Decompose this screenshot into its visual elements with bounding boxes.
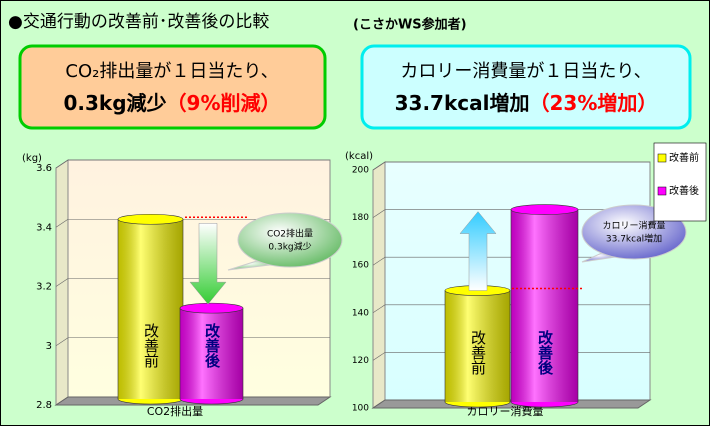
subtitle: (こさかWS参加者) — [353, 17, 467, 33]
bar-label: 改善前 — [469, 330, 487, 376]
bar-label: 改善前 — [142, 323, 160, 369]
x-axis-label: カロリー消費量 — [467, 404, 544, 418]
summary-box — [18, 44, 327, 130]
y-tick-label: 3.4 — [36, 222, 52, 233]
summary-line: CO₂排出量が１日当たり、 — [65, 61, 278, 82]
side-wall — [372, 161, 386, 409]
callout-text: 33.7kcal増加 — [606, 233, 662, 245]
tick-mark — [372, 161, 386, 171]
bar-top — [179, 302, 244, 314]
summary-result: 0.3kg減少（9%削減） — [63, 91, 280, 115]
change-arrow — [189, 223, 227, 305]
callout-bubble — [237, 212, 343, 268]
y-tick-label: 3.2 — [36, 282, 52, 293]
tick-mark — [55, 219, 69, 228]
y-tick-label: 2.8 — [36, 400, 52, 411]
tick-mark — [372, 399, 386, 409]
y-tick-label: 180 — [352, 213, 369, 223]
summary-line: カロリー消費量が１日当たり、 — [400, 61, 651, 82]
tick-mark — [55, 396, 69, 406]
tick-mark — [372, 209, 386, 218]
tick-mark — [372, 256, 386, 266]
tick-mark — [55, 159, 69, 169]
legend-swatch — [657, 186, 667, 196]
bar-shade — [118, 219, 183, 399]
y-tick-label: 200 — [352, 166, 369, 176]
y-tick-label: 120 — [352, 356, 369, 366]
bar-label: 改善後 — [536, 329, 554, 376]
axis-unit: (kg) — [22, 153, 42, 164]
bar-outline — [179, 308, 244, 399]
legend-swatch — [657, 153, 667, 163]
bar-outline — [444, 290, 511, 402]
summary-change: （9%削減） — [167, 91, 281, 115]
bar — [117, 213, 184, 405]
tick-mark — [372, 352, 386, 361]
bar-outline — [510, 209, 579, 402]
summary-box — [360, 44, 692, 130]
bar-top — [510, 204, 579, 215]
summary-change: （23%増加） — [529, 91, 657, 115]
bar-shade — [511, 209, 578, 402]
tick-mark — [55, 337, 69, 346]
summary-result: 33.7kcal増加（23%増加） — [395, 91, 658, 115]
y-tick-label: 140 — [352, 308, 369, 318]
summary-amount: 33.7kcal増加 — [395, 91, 530, 115]
tick-mark — [372, 304, 386, 314]
bar — [510, 204, 579, 408]
y-tick-label: 3.6 — [36, 163, 52, 174]
axis-unit: (kcal) — [345, 151, 373, 162]
title: ●交通行動の改善前･改善後の比較 — [8, 12, 269, 32]
callout-text: CO2排出量 — [267, 228, 313, 240]
summary-amount: 0.3kg減少 — [63, 91, 166, 115]
bar-shade — [445, 290, 510, 402]
callout-text: 0.3kg減少 — [268, 241, 311, 253]
legend-label: 改善後 — [669, 184, 699, 197]
bar — [179, 302, 244, 405]
bar-shade — [180, 308, 243, 399]
bar-top — [117, 213, 184, 225]
change-arrow — [459, 211, 497, 291]
y-tick-label: 3 — [46, 341, 52, 352]
bar — [444, 285, 511, 408]
callout-text: カロリー消費量 — [602, 220, 665, 232]
bar-label: 改善後 — [203, 322, 221, 369]
tick-mark — [55, 278, 69, 287]
y-tick-label: 160 — [352, 261, 369, 271]
x-axis-label: CO2排出量 — [147, 404, 203, 418]
legend-label: 改善前 — [669, 151, 699, 164]
y-tick-label: 100 — [352, 404, 369, 414]
